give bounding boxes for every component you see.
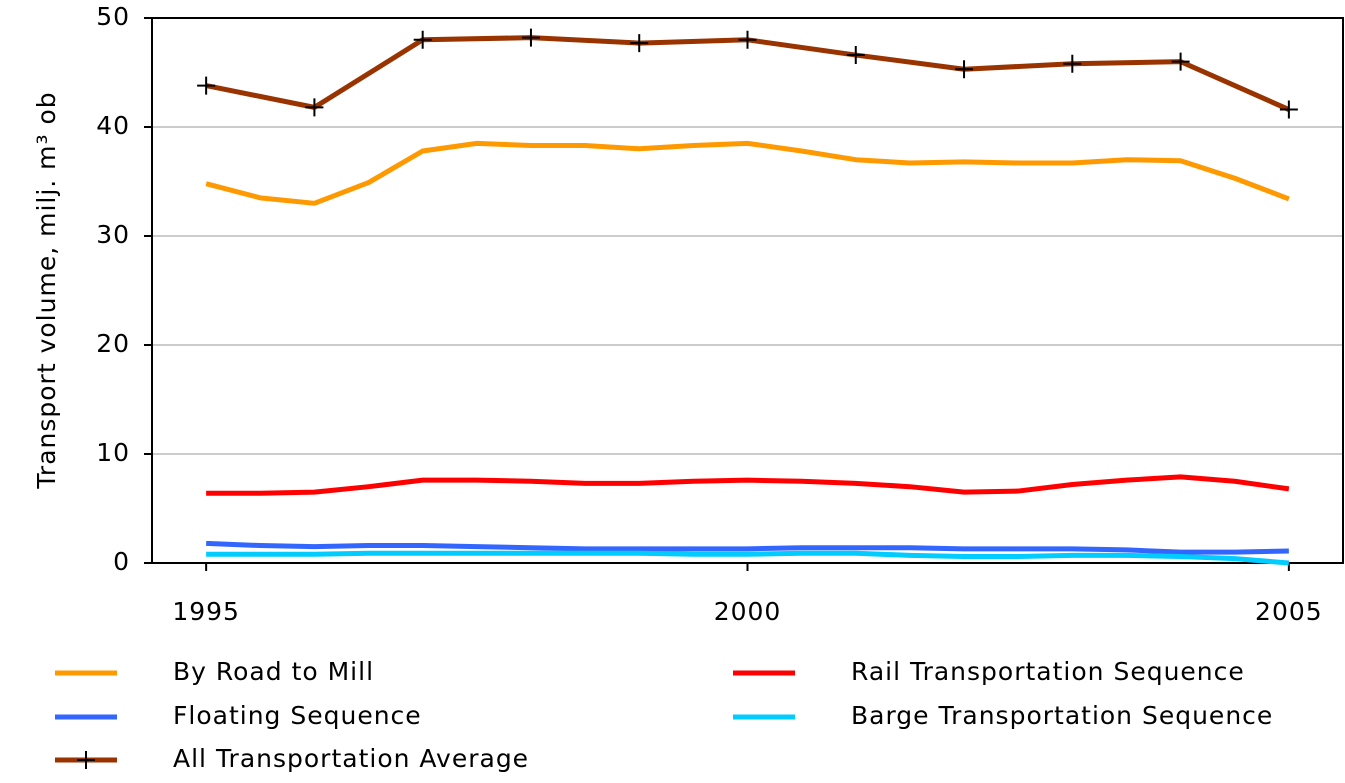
point-marker [413,30,432,49]
series-line [205,140,1290,206]
x-tick-label: 2005 [1255,597,1323,626]
point-marker [738,30,757,49]
point-marker [955,60,974,79]
point-marker [1063,54,1082,73]
y-tick-label: 50 [96,2,130,31]
point-marker [197,76,216,95]
series-line [206,474,1290,496]
legend-label: By Road to Mill [173,657,374,686]
legend-label: All Transportation Average [173,744,529,773]
legend-label: Barge Transportation Sequence [851,701,1273,730]
y-tick-label: 0 [113,547,130,576]
point-marker [846,46,865,65]
y-tick-label: 20 [96,329,130,358]
x-tick-label: 2000 [714,597,782,626]
point-marker [1171,52,1190,71]
y-tick-label: 10 [96,438,130,467]
point-marker [1279,100,1298,119]
point-marker [630,34,649,53]
legend-marker [77,751,95,769]
point-marker [521,28,540,47]
y-tick-label: 40 [96,111,130,140]
series-line [206,540,1289,555]
legend-label: Floating Sequence [173,701,422,730]
series-line [206,550,1290,566]
legend-label: Rail Transportation Sequence [851,657,1245,686]
point-marker [305,98,324,117]
y-tick-label: 30 [96,220,130,249]
y-axis-label: Transport volume, milj. m³ ob [32,91,61,489]
x-tick-label: 1995 [172,597,240,626]
